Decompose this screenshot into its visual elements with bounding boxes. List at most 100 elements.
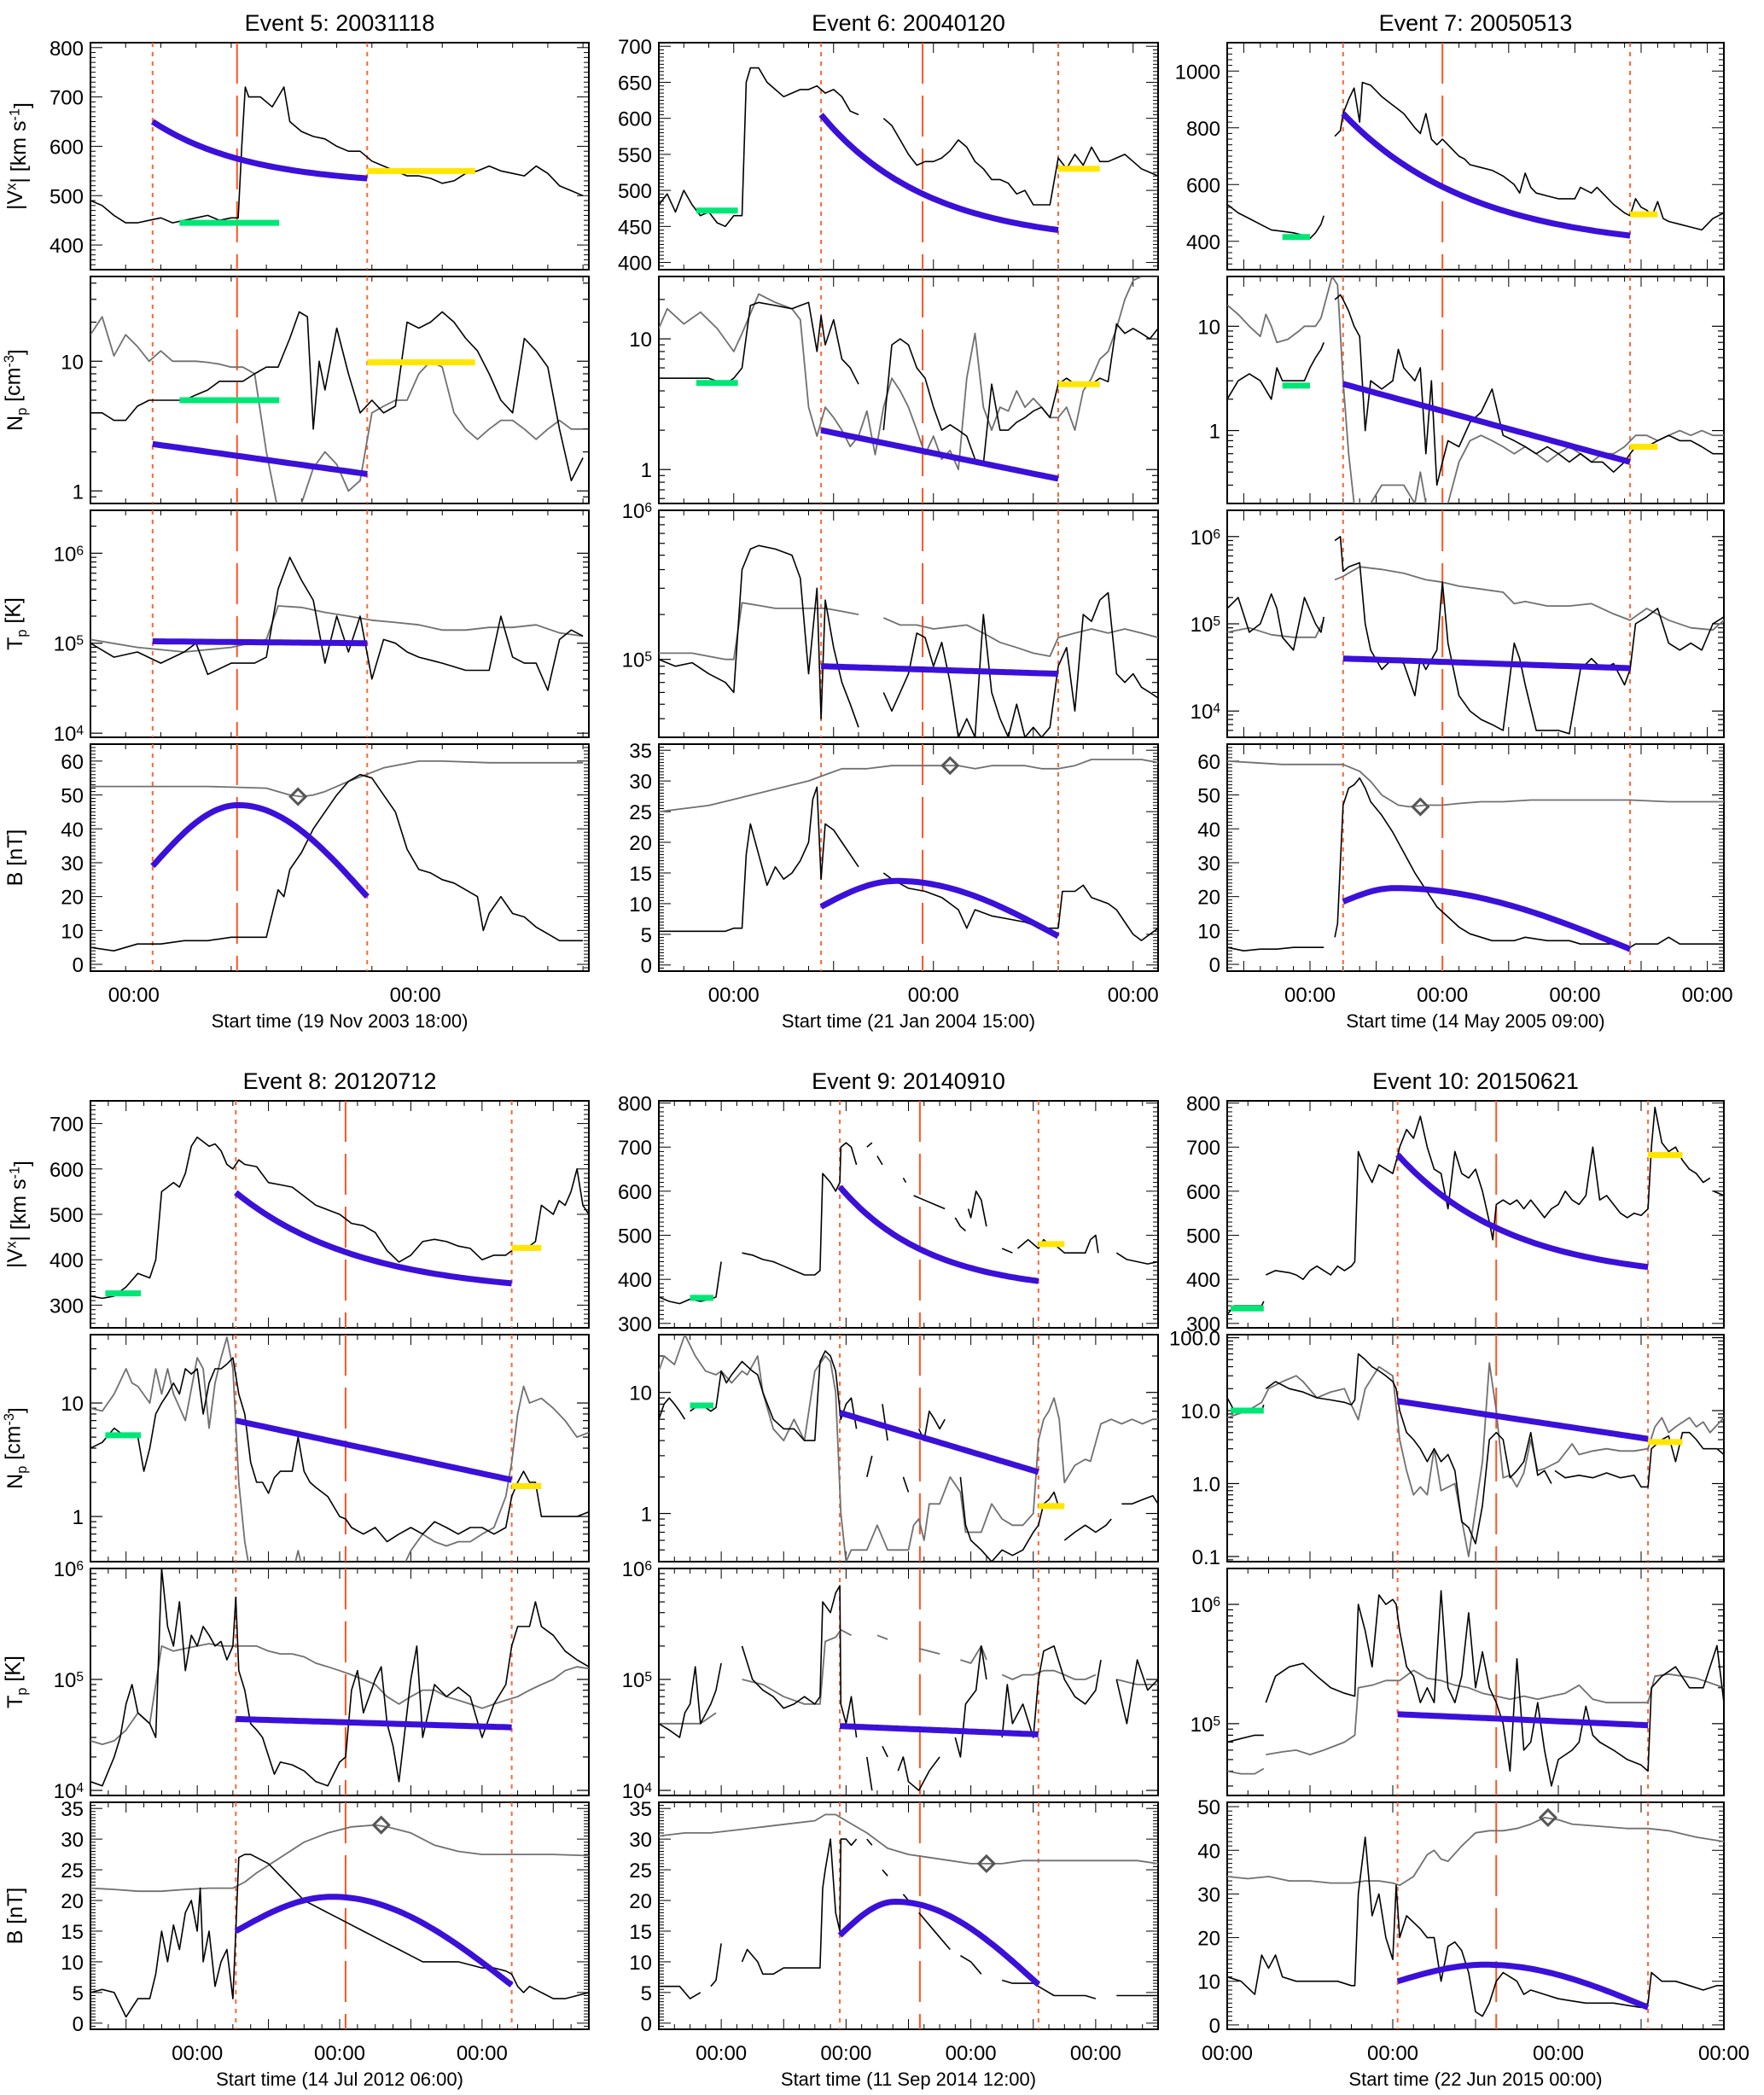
model-fit-curve	[1395, 1152, 1649, 1271]
y-tick-label: 10	[629, 893, 652, 917]
superscript: 6	[1213, 527, 1220, 542]
observed-series-line	[1227, 536, 1724, 735]
panel-frame	[90, 42, 590, 271]
y-tick-label: 30	[1197, 853, 1220, 876]
panel-Np: 1 10 Np​ [cm-3​]	[1, 1334, 590, 1563]
plot-area	[90, 1335, 589, 1562]
model-fit-curve	[152, 440, 368, 477]
label-part: T	[3, 1696, 27, 1708]
observed-series-line	[90, 1568, 589, 1787]
observed-series-line	[659, 1350, 1158, 1562]
model-fit-curve	[837, 1184, 1039, 1284]
panel-Np: 1 10	[1197, 276, 1725, 504]
label-part: 10	[622, 1669, 645, 1692]
y-tick-label: 30	[1197, 1883, 1220, 1906]
label-part: 10	[54, 1669, 77, 1692]
superscript: 5	[76, 1670, 84, 1685]
superscript: 5	[644, 1670, 652, 1685]
panel-frame	[1226, 1334, 1725, 1563]
y-tick-label: 1	[641, 459, 652, 482]
y-tick-label: 800	[1186, 1093, 1220, 1116]
x-tick-label: 00:00	[172, 2042, 223, 2065]
x-tick-label: 00:00	[820, 2042, 871, 2065]
model-fit-curve	[1341, 111, 1631, 239]
model-fit-curve	[152, 638, 368, 647]
y-tick-label: 500	[618, 1225, 652, 1248]
label-part: ]	[4, 1407, 28, 1413]
model-fit-curve	[1397, 1711, 1649, 1729]
label-part: 10	[629, 1382, 652, 1405]
y-tick-label: 600	[49, 1159, 84, 1182]
observed-series-line	[659, 1142, 1158, 1305]
y-axis-label: |Vx​| [km s-1​]	[3, 102, 34, 210]
panel-V: 400 500 600 700 800 |Vx​| [km s-1​]	[3, 38, 590, 271]
label-part: 1	[73, 480, 84, 503]
y-tick-label: 0	[1209, 954, 1220, 977]
superscript: -1	[8, 108, 23, 120]
y-tick-label: 0	[1209, 2015, 1220, 2038]
subscript: p	[15, 1688, 30, 1696]
reference-series-line	[659, 759, 1158, 812]
y-tick-label: 5	[641, 1982, 652, 2005]
plot-area	[1227, 1335, 1724, 1562]
reference-series-line	[659, 1335, 1158, 1562]
superscript: 4	[644, 1781, 652, 1795]
superscript: 5	[76, 634, 84, 649]
label-part: N	[3, 416, 27, 431]
y-tick-label: 106​	[622, 500, 652, 523]
superscript: -1	[8, 1167, 23, 1178]
diamond-marker	[976, 1853, 997, 1874]
panel-frame	[1226, 743, 1725, 972]
event-10-group: Event 10: 201506213004005006007008000.11…	[1169, 1068, 1749, 2090]
y-tick-label: 40	[61, 818, 84, 841]
event-title: Event 6: 20040120	[812, 10, 1005, 36]
y-tick-label: 105​	[1191, 614, 1221, 637]
y-tick-label: 300	[1186, 1313, 1220, 1336]
panel-Tp: 104​ 105​ 106​ Tp​ [K]	[1, 1558, 590, 1803]
y-tick-label: 400	[49, 235, 84, 258]
superscript: 6	[76, 544, 84, 558]
label-part: 10	[54, 1558, 77, 1581]
y-axis-label: |Vx​| [km s-1​]	[3, 1161, 34, 1268]
plot-area	[1227, 1101, 1724, 1328]
y-tick-label: 106​	[54, 1558, 84, 1581]
y-tick-label: 30	[61, 1829, 84, 1852]
reference-series-line	[90, 1824, 589, 1893]
superscript: 4	[76, 724, 84, 738]
event-title: Event 5: 20031118	[245, 10, 435, 36]
plot-area	[1227, 276, 1724, 503]
y-tick-label: 104​	[1191, 701, 1221, 724]
observed-series-line	[1227, 1836, 1724, 2017]
observed-series-line	[90, 311, 584, 481]
panel-Tp: 105​ 106​	[622, 500, 1159, 738]
plot-area	[1227, 1802, 1724, 2029]
plot-area	[659, 510, 1158, 737]
diamond-marker	[940, 756, 960, 776]
reference-series-line	[90, 760, 584, 798]
reference-series-line	[1227, 1817, 1724, 1887]
diamond-marker	[1538, 1807, 1558, 1828]
y-tick-label: 10	[61, 1952, 84, 1975]
subscript: p	[15, 408, 30, 416]
y-tick-label: 15	[61, 1921, 84, 1944]
label-part: 10	[1191, 1714, 1214, 1737]
y-tick-label: 20	[61, 887, 84, 910]
label-part: 10	[1191, 614, 1214, 637]
y-tick-label: 400	[49, 1249, 84, 1272]
reference-series-line	[1227, 566, 1724, 638]
y-tick-label: 10	[1197, 920, 1220, 943]
y-tick-label: 10	[61, 920, 84, 943]
y-tick-label: 10.0	[1180, 1400, 1220, 1423]
y-tick-label: 300	[618, 1313, 652, 1336]
label-part: [K]	[1, 1656, 25, 1688]
superscript: x	[4, 183, 20, 190]
model-fit-curve	[819, 877, 1060, 940]
reference-series-line	[1227, 1669, 1724, 1775]
y-tick-label: 650	[618, 72, 652, 95]
model-fit-curve	[236, 1715, 512, 1731]
y-tick-label: 105​	[54, 633, 84, 656]
y-tick-label: 35	[629, 740, 652, 763]
panel-frame	[90, 1801, 590, 2030]
